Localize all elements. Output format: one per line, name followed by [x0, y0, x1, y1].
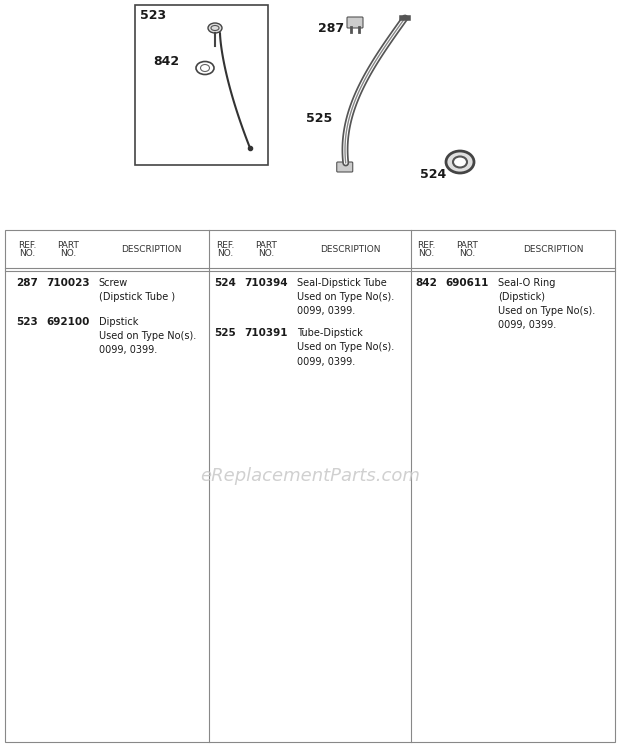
Text: 710394: 710394 — [244, 278, 288, 288]
Bar — [5, 230, 615, 742]
Text: NO.: NO. — [19, 249, 35, 258]
Ellipse shape — [453, 156, 467, 167]
Text: 690611: 690611 — [446, 278, 489, 288]
Ellipse shape — [208, 23, 222, 33]
Text: DESCRIPTION: DESCRIPTION — [523, 245, 584, 254]
Text: Dipstick
Used on Type No(s).
0099, 0399.: Dipstick Used on Type No(s). 0099, 0399. — [99, 317, 196, 355]
Text: NO.: NO. — [459, 249, 476, 258]
Text: NO.: NO. — [418, 249, 435, 258]
Text: 524: 524 — [420, 168, 446, 181]
Text: PART: PART — [456, 240, 478, 249]
Text: DESCRIPTION: DESCRIPTION — [321, 245, 381, 254]
Text: eReplacementParts.com: eReplacementParts.com — [200, 466, 420, 485]
Text: 842: 842 — [153, 55, 179, 68]
Text: 710023: 710023 — [46, 278, 90, 288]
Text: 525: 525 — [215, 329, 236, 339]
Text: NO.: NO. — [217, 249, 233, 258]
FancyBboxPatch shape — [347, 17, 363, 28]
Text: REF.: REF. — [216, 240, 234, 249]
Text: Screw
(Dipstick Tube ): Screw (Dipstick Tube ) — [99, 278, 175, 302]
Text: 710391: 710391 — [244, 329, 288, 339]
Text: Seal-Dipstick Tube
Used on Type No(s).
0099, 0399.: Seal-Dipstick Tube Used on Type No(s). 0… — [297, 278, 394, 316]
Text: NO.: NO. — [258, 249, 274, 258]
Ellipse shape — [446, 151, 474, 173]
Text: PART: PART — [57, 240, 79, 249]
Text: NO.: NO. — [60, 249, 76, 258]
Bar — [135, 5, 268, 165]
Text: REF.: REF. — [417, 240, 436, 249]
Text: REF.: REF. — [18, 240, 36, 249]
Text: DESCRIPTION: DESCRIPTION — [121, 245, 181, 254]
Text: 525: 525 — [306, 112, 332, 125]
Text: Seal-O Ring
(Dipstick)
Used on Type No(s).
0099, 0399.: Seal-O Ring (Dipstick) Used on Type No(s… — [498, 278, 596, 330]
Text: 523: 523 — [16, 317, 38, 327]
Text: 842: 842 — [415, 278, 438, 288]
Text: 524: 524 — [215, 278, 236, 288]
Text: 287: 287 — [16, 278, 38, 288]
Text: 287: 287 — [318, 22, 344, 35]
Text: PART: PART — [255, 240, 277, 249]
Text: 692100: 692100 — [46, 317, 89, 327]
FancyBboxPatch shape — [337, 162, 353, 172]
Text: 523: 523 — [140, 9, 166, 22]
Text: Tube-Dipstick
Used on Type No(s).
0099, 0399.: Tube-Dipstick Used on Type No(s). 0099, … — [297, 329, 394, 367]
